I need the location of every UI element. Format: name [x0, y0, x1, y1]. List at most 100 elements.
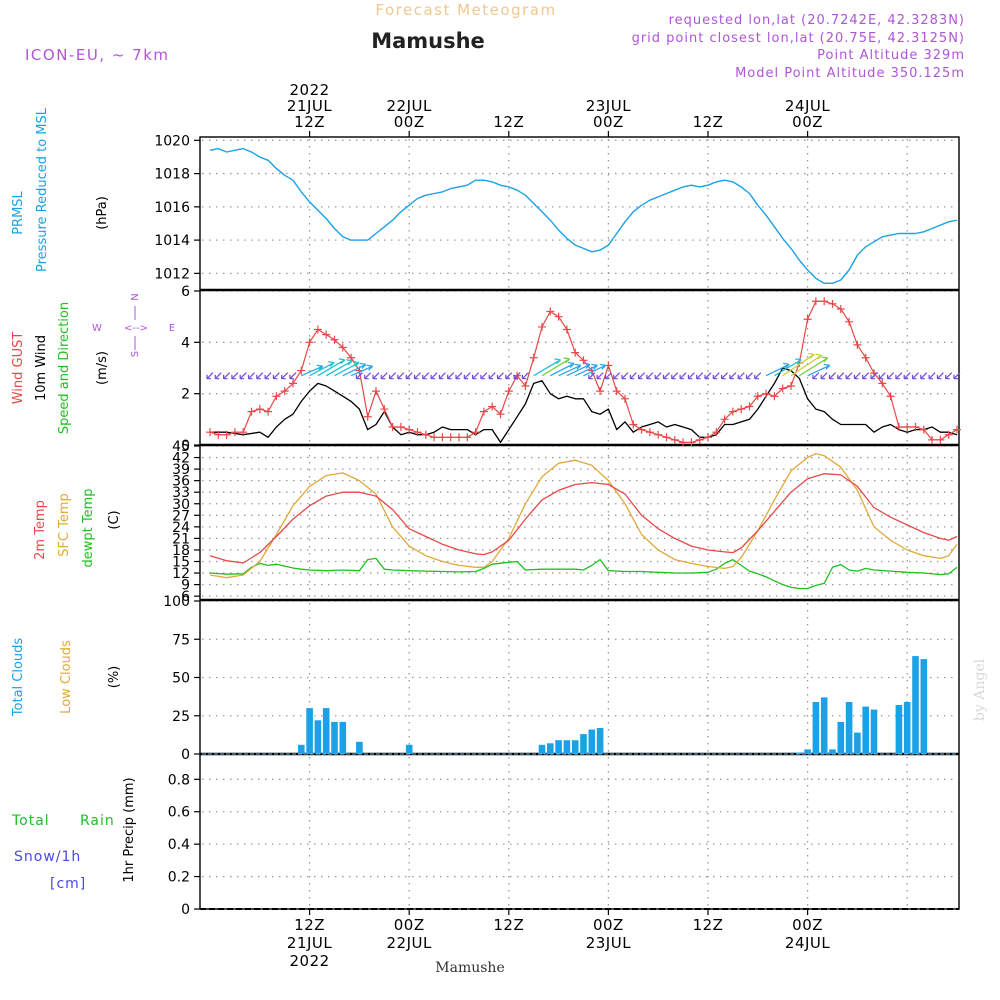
cloud-bar: [804, 749, 811, 754]
cloud-bar: [812, 702, 820, 754]
cloud-bar: [870, 709, 878, 754]
wind-direction-arrowhead: [272, 374, 278, 380]
wind-direction-arrow: [372, 372, 380, 380]
wind-gust-marker: [886, 392, 895, 401]
cloud-bar: [837, 721, 845, 754]
wind-gust-marker: [753, 392, 762, 401]
cloud-bar: [845, 702, 853, 754]
wind-direction-arrowhead: [463, 374, 469, 380]
wind-direction-arrow: [790, 354, 823, 377]
wind-direction-arrow: [533, 359, 561, 377]
wind-direction-arrowhead: [638, 374, 643, 380]
wind-direction-arrow: [422, 372, 430, 380]
wind-dir-label: Speed and Direction: [57, 302, 72, 434]
wind-direction-arrow: [558, 364, 582, 377]
wind-direction-arrow: [206, 372, 214, 380]
snow-label: Snow/1h: [14, 849, 81, 865]
top-time-label: 12Z: [294, 113, 325, 131]
compass-s: S: [130, 351, 141, 357]
wind-direction-arrowhead: [591, 363, 598, 370]
wind-gust-marker: [546, 307, 555, 316]
temp-tick-label: 9: [181, 578, 190, 594]
wind-direction-arrow: [687, 372, 695, 380]
wind-direction-arrowhead: [480, 374, 485, 380]
wind-gust-marker: [479, 407, 488, 416]
wind-direction-arrow: [671, 372, 679, 380]
wind-gust-marker: [521, 381, 530, 390]
temp-tick-label: 12: [172, 566, 190, 582]
cloud-bar: [339, 721, 347, 754]
bottom-time-label: 2022: [290, 952, 330, 970]
wind-direction-arrowhead: [231, 374, 236, 380]
pressure-unit: (hPa): [95, 196, 110, 230]
wind-gust-marker: [222, 430, 231, 439]
wind-direction-arrowhead: [887, 374, 892, 380]
cloud-bar: [820, 697, 828, 754]
wind-direction-arrowhead: [513, 374, 519, 380]
wind-direction-arrowhead: [380, 374, 386, 380]
wind-direction-arrow: [696, 372, 704, 380]
pressure-label-msl: Pressure Reduced to MSL: [35, 107, 50, 272]
wind-gust-marker: [936, 435, 945, 444]
wind-direction-arrow: [566, 363, 591, 377]
cloud-bar: [571, 740, 579, 754]
wind-direction-arrow: [405, 372, 413, 380]
wind-direction-arrowhead: [745, 374, 751, 380]
wind-direction-arrow: [301, 365, 324, 377]
wind-gust-marker: [662, 433, 671, 442]
wind-gust-marker: [363, 412, 372, 421]
wind-gust-marker: [928, 435, 937, 444]
wind-direction-arrow: [455, 372, 463, 380]
wind-gust-marker: [579, 356, 588, 365]
wind-direction-arrowhead: [554, 358, 562, 365]
wind-direction-arrowhead: [455, 374, 460, 380]
wind-direction-arrow: [629, 372, 637, 380]
precip-tick-label: 0.4: [168, 837, 190, 853]
wind-gust-marker: [421, 430, 430, 439]
cloud-bar: [895, 705, 903, 754]
cloud-bar: [596, 728, 604, 754]
wind-gust-marker: [720, 415, 729, 424]
top-time-label: 23JUL: [586, 97, 631, 115]
cloud-bar: [854, 732, 861, 754]
bottom-time-label: 00Z: [792, 916, 823, 934]
wind-gust-marker: [272, 392, 281, 401]
wind-gust-marker: [944, 430, 953, 439]
wind-direction-arrowhead: [430, 374, 436, 380]
compass-w: W: [92, 323, 102, 334]
precip-tick-label: 0.2: [168, 870, 190, 886]
wind-gust-marker: [762, 389, 771, 398]
wind-tick-label: 4: [181, 335, 190, 351]
wind-direction-arrow: [397, 372, 405, 380]
wind-direction-arrowhead: [364, 374, 369, 380]
wind-direction-arrowhead: [823, 363, 831, 370]
panel-frames: [199, 131, 960, 915]
wind-direction-arrowhead: [488, 374, 494, 380]
bottom-time-label: 00Z: [593, 916, 624, 934]
wind-direction-arrow: [513, 372, 521, 380]
wind-gust-marker: [612, 387, 621, 396]
wind-direction-arrow: [463, 372, 471, 380]
wind-gust-marker: [405, 425, 414, 434]
bottom-time-label: 00Z: [394, 916, 425, 934]
wind-direction-arrowhead: [662, 374, 668, 380]
rain-label-rain: Rain: [80, 813, 115, 829]
wind-direction-arrow: [583, 364, 607, 377]
wind-direction-arrowhead: [472, 374, 477, 380]
wind-direction-arrow: [654, 372, 662, 380]
wind-gust-marker: [811, 297, 820, 306]
wind-direction-arrowhead: [447, 374, 452, 380]
wind-direction-arrow: [505, 372, 513, 380]
clouds-tick-label: 25: [172, 709, 190, 725]
wind-direction-arrowhead: [837, 374, 842, 380]
wind-direction-arrowhead: [405, 374, 411, 380]
wind-direction-arrowhead: [687, 374, 693, 380]
wind-gust-marker: [496, 410, 505, 419]
cloud-bar: [588, 729, 596, 754]
wind-direction-arrow: [613, 372, 621, 380]
wind-direction-arrow: [712, 372, 720, 380]
wind-direction-arrow: [447, 372, 455, 380]
wind-gust-marker: [704, 433, 712, 442]
